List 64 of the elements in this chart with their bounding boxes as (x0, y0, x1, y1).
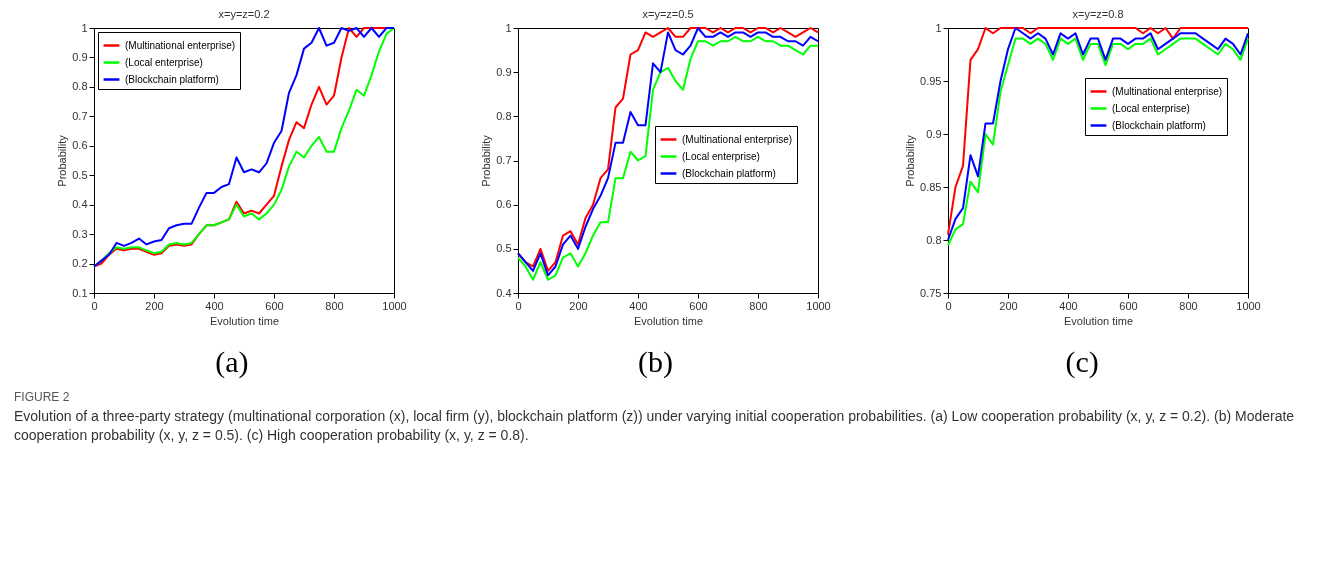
y-tick-label: 0.3 (72, 227, 88, 240)
chart-title: x=y=z=0.8 (1072, 8, 1124, 20)
y-tick-label: 0.9 (72, 50, 88, 63)
y-tick-label: 0.4 (72, 198, 88, 211)
y-tick-label: 0.9 (925, 127, 942, 140)
y-tick-label: 0.75 (919, 286, 942, 299)
y-tick-label: 0.7 (496, 154, 512, 166)
y-tick-label: 0.8 (925, 233, 942, 246)
text: (a) (215, 345, 249, 379)
x-axis-title: Evolution time (1063, 314, 1133, 327)
y-tick-label: 0.8 (496, 109, 512, 122)
y-tick-label: 1 (81, 21, 88, 34)
y-tick-label: 0.6 (72, 139, 88, 152)
y-tick-label: 0.8 (72, 80, 88, 93)
caption: FIGURE 2 (14, 389, 71, 406)
y-tick-label: 0.5 (72, 168, 88, 181)
x-tick-label: 1000 (382, 299, 408, 312)
legend-label: (Blockchain platform) (681, 167, 776, 179)
legend-label: (Blockchain platform) (1111, 119, 1206, 131)
y-axis-title: Probability (480, 134, 493, 187)
y-axis-title: Probability (56, 134, 69, 187)
legend-label: (Local enterprise) (681, 150, 760, 162)
x-axis-title: Evolution time (210, 314, 280, 327)
y-tick-label: 0.7 (72, 109, 88, 122)
legend-label: (Local enterprise) (125, 56, 204, 68)
legend-label: (Multinational enterprise) (681, 133, 793, 145)
x-tick-label: 800 (749, 299, 768, 312)
chart-title: x=y=z=0.2 (218, 8, 270, 20)
y-tick-label: 0.95 (919, 74, 942, 87)
x-tick-label: 400 (629, 299, 648, 312)
y-tick-label: 0.2 (72, 257, 88, 270)
y-tick-label: 0.4 (496, 286, 512, 299)
chart-title: x=y=z=0.5 (642, 8, 694, 20)
y-tick-label: 1 (935, 21, 942, 34)
y-tick-label: 0.1 (72, 286, 88, 299)
x-tick-label: 0 (515, 299, 522, 312)
x-tick-label: 1000 (1235, 299, 1261, 312)
x-tick-label: 600 (689, 299, 708, 312)
text: (b) (637, 345, 673, 379)
legend-label: (Multinational enterprise) (125, 39, 236, 51)
x-tick-label: 200 (998, 299, 1018, 312)
x-tick-label: 800 (1178, 299, 1198, 312)
x-tick-label: 200 (145, 299, 165, 312)
legend-label: (Multinational enterprise) (1111, 85, 1222, 97)
x-tick-label: 600 (265, 299, 285, 312)
legend-label: (Local enterprise) (1111, 102, 1190, 114)
y-axis-title: Probability (903, 134, 916, 187)
x-tick-label: 600 (1118, 299, 1138, 312)
y-tick-label: 0.9 (496, 65, 512, 78)
x-tick-label: 800 (325, 299, 345, 312)
text: Evolution of a three-party strategy (multinational corporation (x), local firm (y), blockchain platform (z)) under varying initial cooperation probabilities. (a) Low cooperation probability (x, y, z = 0.2). (b) Moderate cooperation probability (x, y, z = 0.5). (c) High cooperation probability (x, y, z = 0.8). (14, 407, 1296, 445)
x-tick-label: 0 (91, 299, 98, 312)
x-tick-label: 400 (205, 299, 225, 312)
x-axis-title: Evolution time (633, 314, 704, 327)
x-tick-label: 0 (945, 299, 952, 312)
x-tick-label: 400 (1058, 299, 1078, 312)
legend-label: (Blockchain platform) (125, 73, 220, 85)
x-tick-label: 1000 (806, 299, 831, 312)
text: (c) (1065, 345, 1099, 379)
x-tick-label: 200 (569, 299, 588, 312)
y-tick-label: 0.5 (496, 242, 512, 255)
y-tick-label: 0.6 (496, 198, 512, 211)
y-tick-label: 0.85 (919, 180, 942, 193)
y-tick-label: 1 (505, 21, 512, 34)
